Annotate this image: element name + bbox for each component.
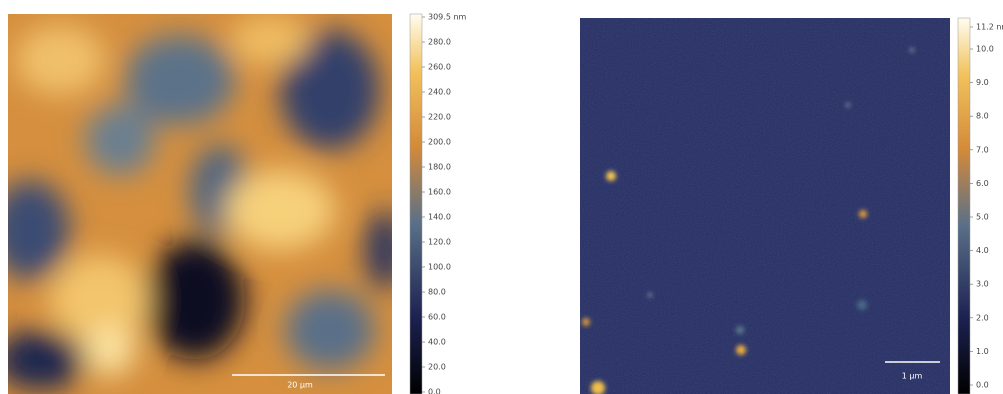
colorbar-label: 80.0 bbox=[428, 288, 446, 297]
colorbar-label: 180.0 bbox=[428, 163, 451, 172]
colorbar-label: 20.0 bbox=[428, 363, 446, 372]
colorbar-label: 160.0 bbox=[428, 188, 451, 197]
colorbar-label: 6.0 bbox=[976, 179, 989, 188]
colorbar-label: 60.0 bbox=[428, 313, 446, 322]
colorbar-label: 2.0 bbox=[976, 313, 989, 322]
colorbar-label: 7.0 bbox=[976, 145, 989, 154]
colorbar-label: 10.0 bbox=[976, 45, 994, 54]
colorbar-label: 220.0 bbox=[428, 113, 451, 122]
colorbar-right bbox=[957, 17, 971, 394]
colorbar-label: 5.0 bbox=[976, 213, 989, 222]
colorbar-label: 0.0 bbox=[428, 388, 441, 394]
colorbar-label: 140.0 bbox=[428, 213, 451, 222]
colorbar-label: 9.0 bbox=[976, 78, 989, 87]
colorbar-label: 280.0 bbox=[428, 38, 451, 47]
colorbar-label: 240.0 bbox=[428, 88, 451, 97]
colorbar-label: 8.0 bbox=[976, 112, 989, 121]
colorbar-label: 11.2 nm bbox=[976, 23, 1003, 32]
colorbar-label: 4.0 bbox=[976, 246, 989, 255]
scale-bar-label: 1 µm bbox=[902, 372, 923, 381]
colorbar-label: 309.5 nm bbox=[428, 13, 467, 22]
colorbar-left bbox=[409, 13, 423, 394]
colorbar-label: 120.0 bbox=[428, 238, 451, 247]
colorbar-label: 1.0 bbox=[976, 347, 989, 356]
afm-image-right bbox=[580, 18, 950, 394]
colorbar-label: 40.0 bbox=[428, 338, 446, 347]
colorbar-label: 200.0 bbox=[428, 138, 451, 147]
afm-image-left bbox=[8, 14, 392, 394]
colorbar-label: 3.0 bbox=[976, 280, 989, 289]
colorbar-label: 260.0 bbox=[428, 63, 451, 72]
scale-bar-label: 20 µm bbox=[287, 381, 313, 390]
colorbar-label: 100.0 bbox=[428, 263, 451, 272]
colorbar-label: 0.0 bbox=[976, 381, 989, 390]
